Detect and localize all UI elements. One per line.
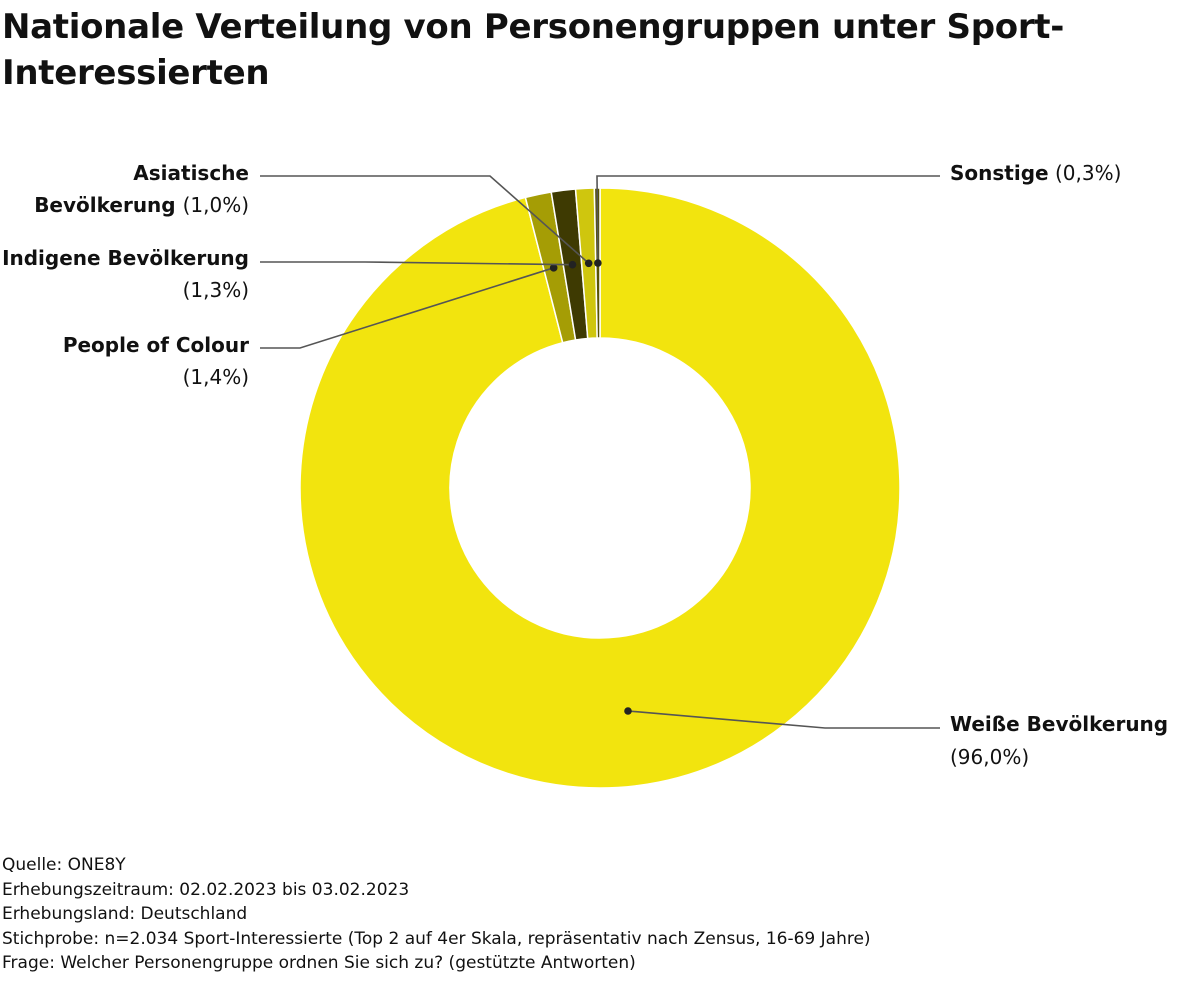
leader-dot: [584, 259, 593, 268]
slice-label-asiatische-bevoelkerung-line2: Bevölkerung (1,0%): [34, 193, 249, 217]
slice-labels: Weiße Bevölkerung (96,0%) People of Colo…: [2, 161, 1168, 769]
slice-label-people-of-colour: People of Colour: [63, 333, 249, 357]
slice-label-name: People of Colour: [63, 333, 249, 357]
slice-value-weisse-bevoelkerung: (96,0%): [950, 745, 1029, 769]
slice-label-name: Sonstige: [950, 161, 1049, 185]
footer-country: Erhebungsland: Deutschland: [2, 904, 248, 924]
slice-label-asiatische-bevoelkerung: Asiatische: [133, 161, 249, 185]
footer-source: Quelle: ONE8Y: [2, 855, 126, 875]
slice-value-sonstige: (0,3%): [1055, 161, 1121, 185]
chart-footer: Quelle: ONE8Y Erhebungszeitraum: 02.02.2…: [2, 853, 871, 976]
slice-value-indigene-bevoelkerung: (1,3%): [183, 278, 249, 302]
slice-label-name: Indigene Bevölkerung: [2, 246, 249, 270]
slice-label-indigene-bevoelkerung: Indigene Bevölkerung: [2, 246, 249, 270]
slice-label-name: Weiße Bevölkerung: [950, 712, 1168, 736]
leader-dot: [549, 264, 558, 272]
leader-dot: [568, 260, 577, 269]
slice-label-name-line2: Bevölkerung: [34, 193, 182, 217]
leader-line: [260, 175, 590, 264]
slice-label-sonstige: Sonstige (0,3%): [950, 161, 1121, 185]
leader-lines: [260, 175, 940, 729]
footer-period: Erhebungszeitraum: 02.02.2023 bis 03.02.…: [2, 879, 410, 900]
slice-label-name-line1: Asiatische: [133, 161, 249, 185]
leader-line: [260, 261, 573, 266]
slice-value-asiatische-bevoelkerung: (1,0%): [183, 193, 249, 217]
donut-chart: Weiße Bevölkerung (96,0%) People of Colo…: [2, 161, 1168, 789]
chart-title: Nationale Verteilung von Personengruppen…: [2, 7, 1065, 93]
slice-value-people-of-colour: (1,4%): [183, 365, 249, 389]
donut-slices: [299, 187, 901, 789]
leader-line: [627, 710, 940, 729]
leader-line: [260, 267, 554, 349]
footer-sample: Stichprobe: n=2.034 Sport-Interessierte …: [2, 928, 871, 949]
leader-dot: [594, 259, 602, 267]
leader-line: [596, 175, 940, 264]
slice-weiße-bevölkerung: [299, 187, 901, 789]
footer-question: Frage: Welcher Personengruppe ordnen Sie…: [2, 953, 636, 973]
slice-label-weisse-bevoelkerung: Weiße Bevölkerung: [950, 712, 1168, 736]
leader-dot: [624, 707, 632, 715]
